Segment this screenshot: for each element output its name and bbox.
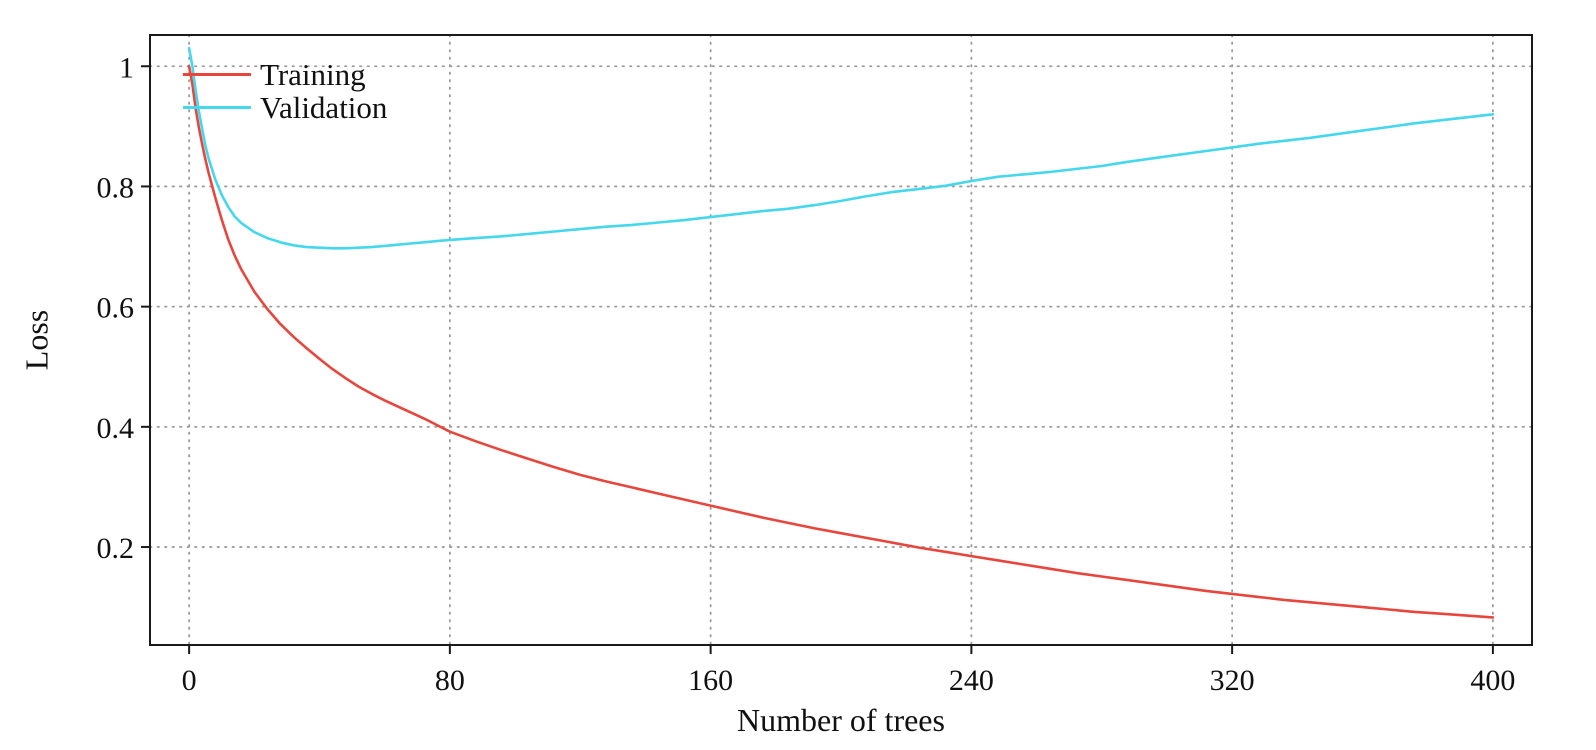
legend-item-training: Training xyxy=(183,58,387,91)
x-tick-label: 160 xyxy=(688,664,733,697)
legend-line-sample-training xyxy=(183,73,251,76)
y-tick-label: 1 xyxy=(119,51,134,84)
legend-line-sample-validation xyxy=(183,106,251,109)
x-tick-label: 240 xyxy=(949,664,994,697)
y-tick-label: 0.8 xyxy=(97,171,135,204)
y-axis-label: Loss xyxy=(18,309,55,371)
x-axis-label: Number of trees xyxy=(737,702,945,738)
series-line-validation xyxy=(187,46,1495,250)
legend-item-validation: Validation xyxy=(183,91,387,124)
legend: Training Validation xyxy=(183,58,387,124)
y-tick-label: 0.2 xyxy=(97,532,135,565)
y-tick-label: 0.6 xyxy=(97,292,135,325)
x-tick-label: 0 xyxy=(182,664,197,697)
x-tick-label: 400 xyxy=(1470,664,1515,697)
y-tick-label: 0.4 xyxy=(97,412,135,445)
legend-label-training: Training xyxy=(260,57,366,92)
legend-label-validation: Validation xyxy=(260,90,388,125)
x-tick-label: 80 xyxy=(435,664,465,697)
x-tick-label: 320 xyxy=(1210,664,1255,697)
plot-frame xyxy=(149,34,1533,646)
series-line-training xyxy=(187,65,1495,619)
